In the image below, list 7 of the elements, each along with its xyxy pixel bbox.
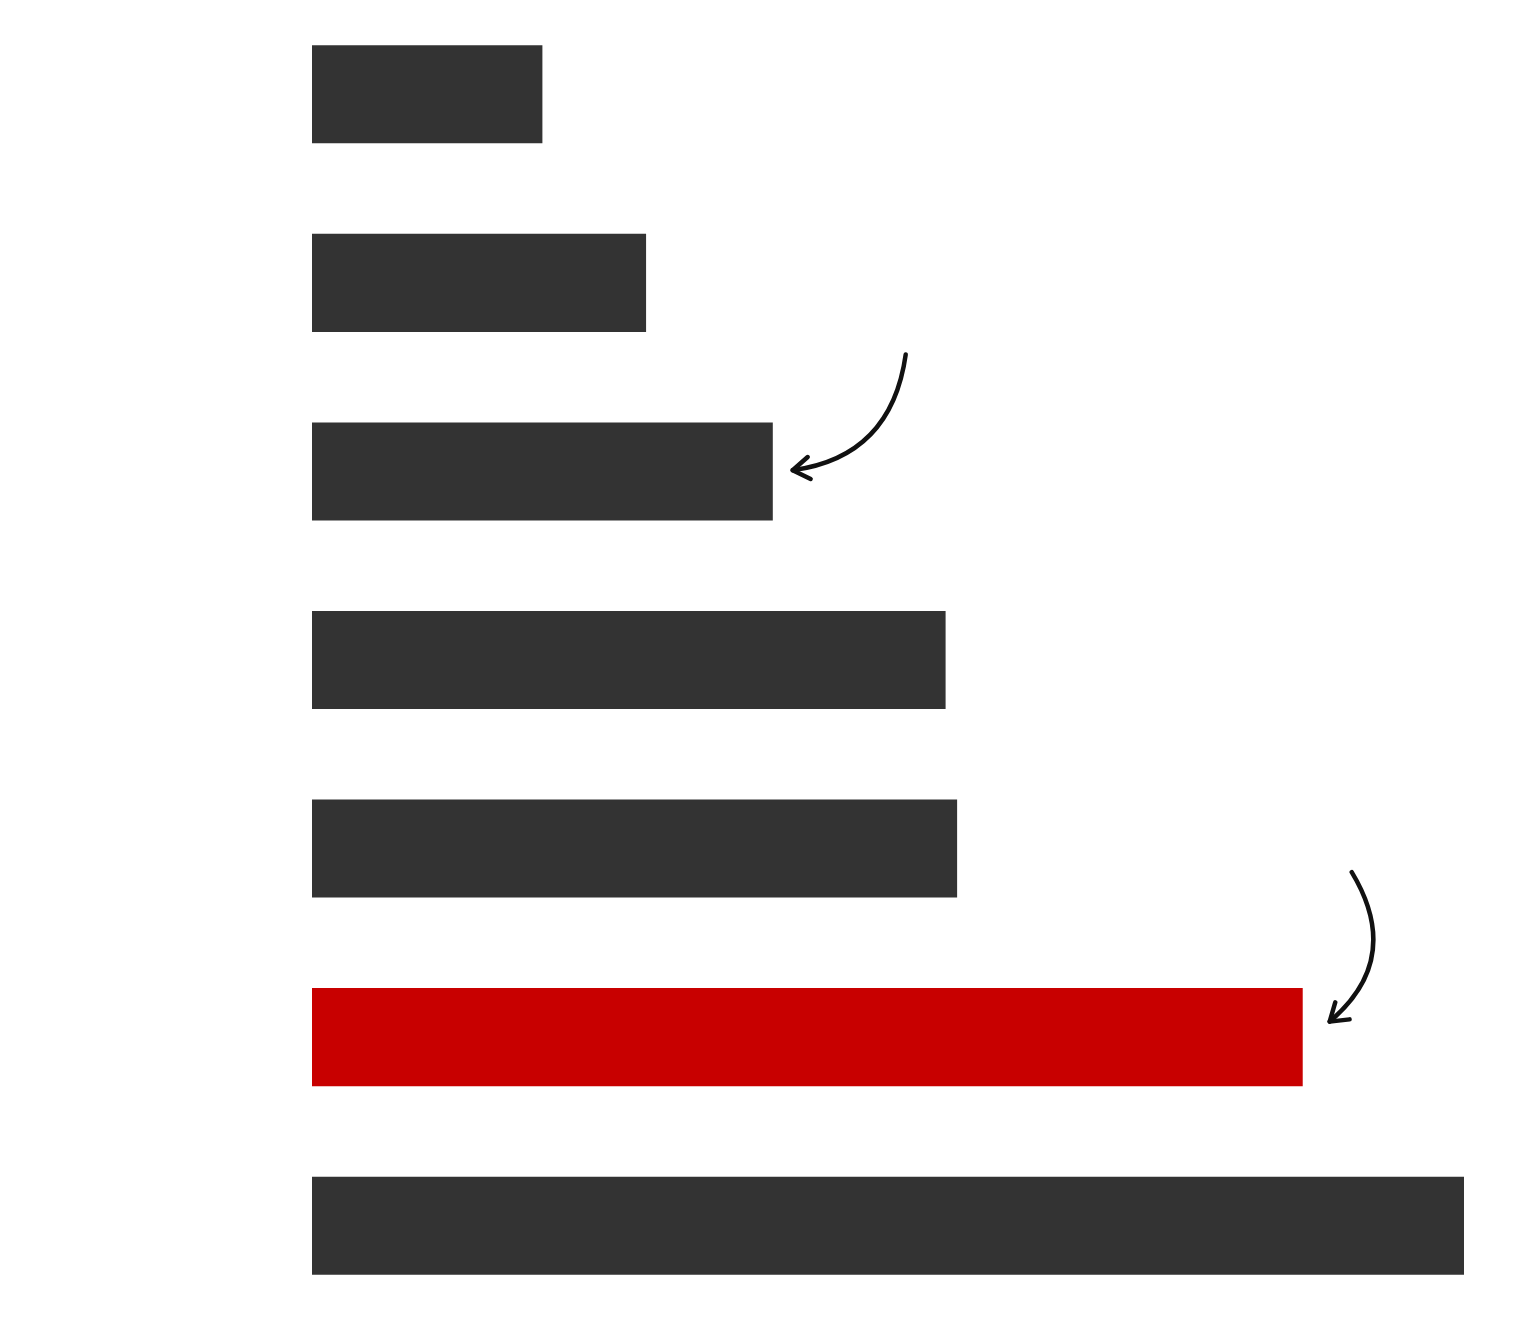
bar (312, 799, 958, 898)
bar (312, 610, 946, 710)
bar (312, 422, 773, 521)
bar (312, 233, 647, 332)
bar (312, 45, 543, 144)
bar (312, 1176, 1464, 1275)
bar (312, 988, 1303, 1087)
